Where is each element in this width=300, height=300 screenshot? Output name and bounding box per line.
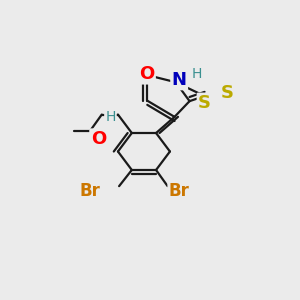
Text: O: O bbox=[139, 65, 154, 83]
Text: S: S bbox=[198, 94, 211, 112]
Text: Br: Br bbox=[80, 182, 101, 200]
Text: H: H bbox=[105, 110, 116, 124]
Text: H: H bbox=[192, 67, 202, 81]
Text: N: N bbox=[172, 71, 187, 89]
Text: Br: Br bbox=[169, 182, 190, 200]
Text: O: O bbox=[91, 130, 106, 148]
Text: S: S bbox=[221, 84, 234, 102]
